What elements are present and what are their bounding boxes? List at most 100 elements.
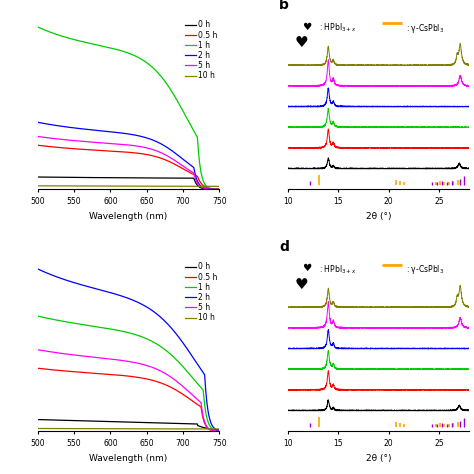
- 5 h: [67, 137, 73, 143]
- 5 h: [156, 367, 162, 373]
- 0.5 h: [117, 149, 123, 155]
- 0.5 h: [142, 376, 147, 382]
- Line: 0.5 h: 0.5 h: [38, 145, 219, 189]
- 1 h: [156, 71, 162, 77]
- 0.5 h: [82, 370, 87, 375]
- 0.5 h: [172, 161, 177, 167]
- 2 h: [156, 313, 162, 319]
- 10 h: [172, 426, 177, 432]
- 10 h: [216, 183, 222, 189]
- 5 h: [142, 145, 147, 150]
- 2 h: [82, 283, 87, 289]
- 0.5 h: [216, 428, 222, 434]
- 2 h: [67, 125, 73, 130]
- 5 h: [35, 347, 41, 353]
- 1 h: [117, 328, 123, 334]
- 0.5 h: [142, 151, 147, 157]
- 5 h: [117, 357, 123, 363]
- Legend: 0 h, 0.5 h, 1 h, 2 h, 5 h, 10 h: 0 h, 0.5 h, 1 h, 2 h, 5 h, 10 h: [184, 20, 218, 80]
- 0 h: [172, 420, 177, 426]
- 0 h: [67, 174, 73, 180]
- 1 h: [117, 47, 123, 53]
- 0.5 h: [35, 142, 41, 148]
- X-axis label: 2θ (°): 2θ (°): [366, 211, 392, 220]
- 10 h: [117, 183, 123, 189]
- 0.5 h: [67, 146, 73, 151]
- 0.5 h: [156, 379, 162, 385]
- 0 h: [216, 427, 222, 433]
- 2 h: [35, 266, 41, 272]
- Text: d: d: [279, 240, 289, 254]
- 2 h: [216, 428, 222, 434]
- 1 h: [156, 343, 162, 348]
- 1 h: [142, 335, 147, 341]
- 2 h: [142, 135, 147, 140]
- 5 h: [172, 157, 177, 163]
- 0 h: [35, 417, 41, 422]
- 0.5 h: [117, 373, 123, 378]
- 0.5 h: [35, 365, 41, 371]
- 2 h: [172, 150, 177, 155]
- 5 h: [156, 149, 162, 155]
- 2 h: [216, 186, 222, 192]
- 1 h: [35, 24, 41, 30]
- 1 h: [142, 58, 147, 64]
- 5 h: [82, 139, 87, 145]
- 2 h: [117, 130, 123, 136]
- 1 h: [216, 186, 222, 192]
- 1 h: [216, 428, 222, 434]
- Line: 0.5 h: 0.5 h: [38, 368, 219, 431]
- 10 h: [82, 183, 87, 189]
- 10 h: [67, 183, 73, 189]
- 2 h: [67, 279, 73, 284]
- 2 h: [35, 119, 41, 125]
- Text: : HPbI$_{3+x}$: : HPbI$_{3+x}$: [319, 21, 356, 34]
- 2 h: [142, 303, 147, 309]
- 1 h: [172, 355, 177, 361]
- Text: ♥: ♥: [294, 277, 308, 292]
- 0 h: [172, 175, 177, 181]
- Text: : HPbI$_{3+x}$: : HPbI$_{3+x}$: [319, 264, 356, 276]
- Line: 0 h: 0 h: [38, 177, 219, 189]
- 5 h: [216, 186, 222, 192]
- X-axis label: Wavelength (nm): Wavelength (nm): [90, 211, 168, 220]
- 10 h: [156, 183, 162, 189]
- Text: ♥: ♥: [294, 35, 308, 50]
- 2 h: [82, 126, 87, 132]
- 2 h: [156, 140, 162, 146]
- Line: 0 h: 0 h: [38, 419, 219, 430]
- Text: ♥: ♥: [302, 264, 312, 273]
- 0 h: [82, 174, 87, 180]
- 5 h: [142, 362, 147, 368]
- Line: 5 h: 5 h: [38, 350, 219, 431]
- 0 h: [142, 175, 147, 181]
- X-axis label: Wavelength (nm): Wavelength (nm): [90, 454, 168, 463]
- 5 h: [172, 377, 177, 383]
- 0.5 h: [216, 186, 222, 192]
- Line: 2 h: 2 h: [38, 122, 219, 189]
- 10 h: [142, 183, 147, 189]
- 5 h: [216, 428, 222, 434]
- 0.5 h: [156, 155, 162, 160]
- 0 h: [35, 174, 41, 180]
- Line: 1 h: 1 h: [38, 27, 219, 189]
- 0.5 h: [172, 386, 177, 392]
- X-axis label: 2θ (°): 2θ (°): [366, 454, 392, 463]
- 10 h: [156, 426, 162, 432]
- Text: : γ-CsPbI$_3$: : γ-CsPbI$_3$: [406, 21, 444, 35]
- Text: b: b: [279, 0, 289, 12]
- 10 h: [82, 426, 87, 431]
- Line: 1 h: 1 h: [38, 316, 219, 431]
- 2 h: [117, 292, 123, 298]
- 0 h: [156, 420, 162, 426]
- 10 h: [117, 426, 123, 432]
- 5 h: [67, 352, 73, 357]
- 0 h: [216, 186, 222, 192]
- Text: : γ-CsPbI$_3$: : γ-CsPbI$_3$: [406, 264, 444, 276]
- 0 h: [67, 418, 73, 423]
- 1 h: [67, 319, 73, 325]
- 0.5 h: [82, 146, 87, 152]
- 0 h: [82, 418, 87, 424]
- 10 h: [35, 183, 41, 189]
- Legend: 0 h, 0.5 h, 1 h, 2 h, 5 h, 10 h: 0 h, 0.5 h, 1 h, 2 h, 5 h, 10 h: [184, 263, 218, 322]
